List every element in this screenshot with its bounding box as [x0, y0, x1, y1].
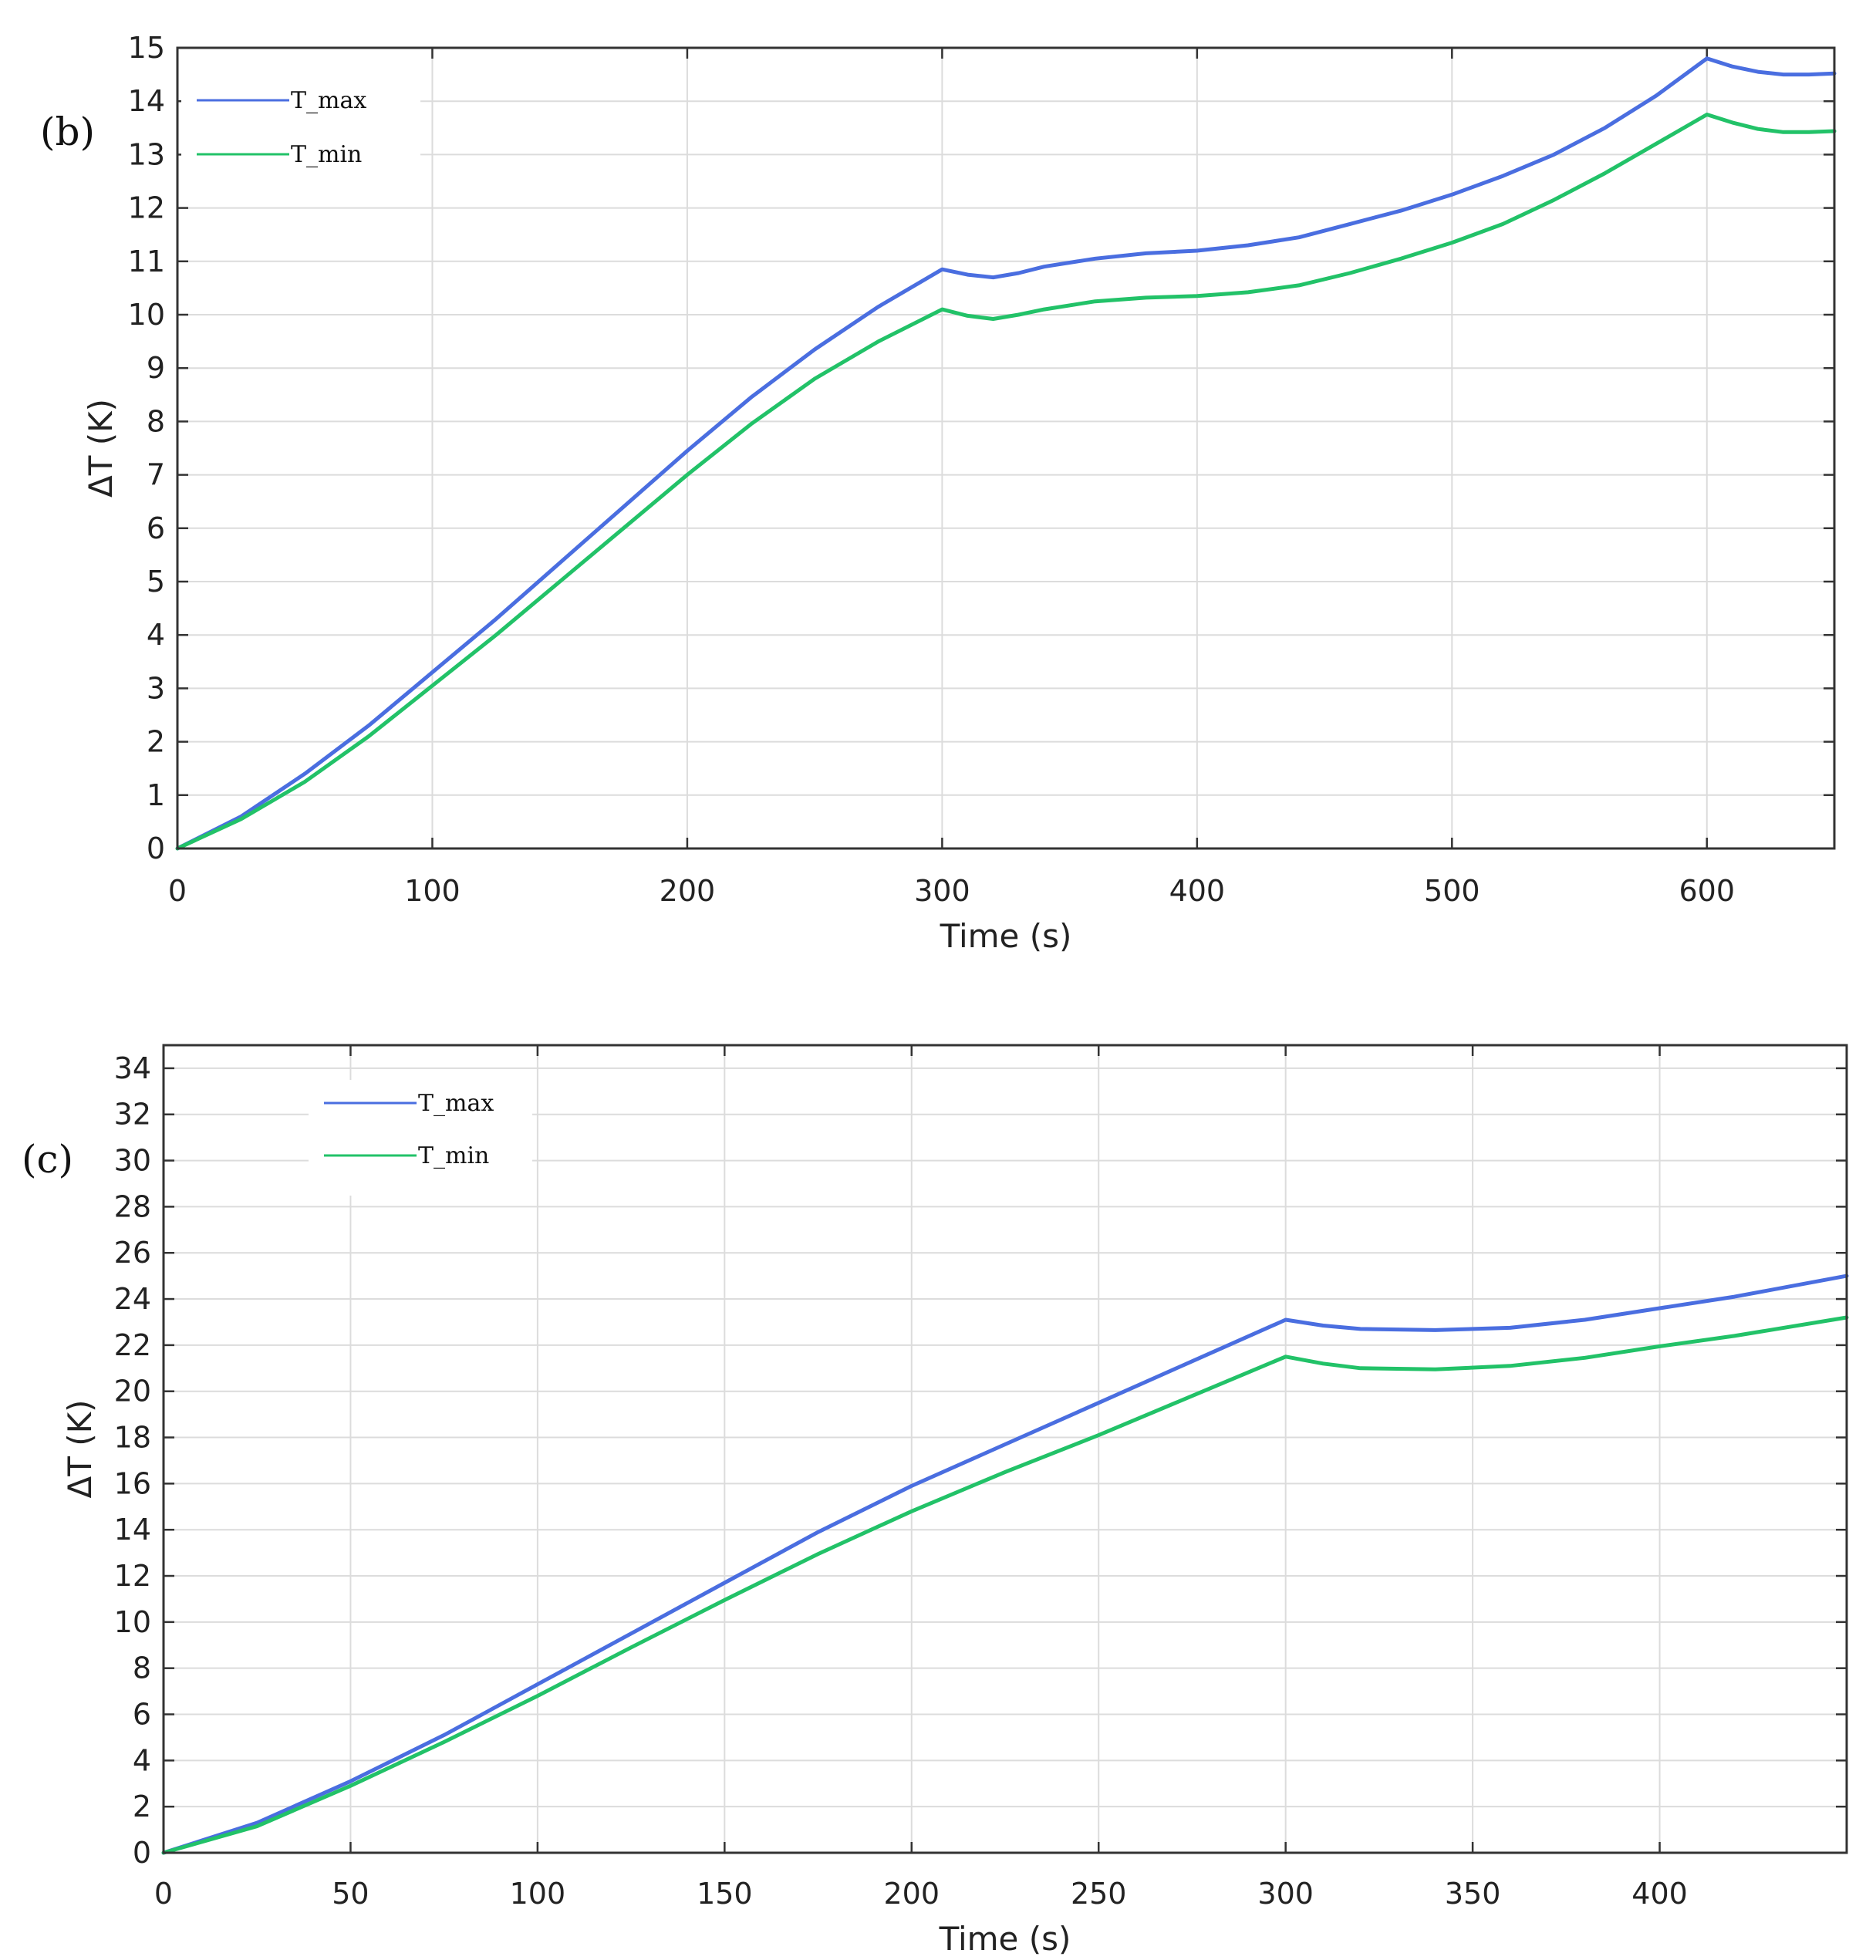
y-tick-label: 3 — [147, 671, 165, 705]
x-tick-label: 100 — [404, 874, 461, 908]
y-tick-label: 6 — [147, 511, 165, 545]
legend-label: T_max — [418, 1090, 494, 1117]
plot-area — [177, 48, 1834, 848]
y-tick-label: 20 — [114, 1375, 151, 1408]
y-tick-label: 18 — [114, 1421, 151, 1455]
x-tick-label: 350 — [1445, 1877, 1501, 1911]
y-tick-label: 0 — [133, 1836, 151, 1870]
x-axis-title: Time (s) — [939, 1920, 1071, 1958]
legend: T_max T_min — [309, 1080, 532, 1196]
y-tick-label: 34 — [114, 1051, 151, 1085]
series-line-t-min — [161, 1315, 1849, 1855]
series-line-t-min — [175, 113, 1837, 851]
y-tick-label: 7 — [147, 458, 165, 492]
y-tick-label: 24 — [114, 1282, 151, 1316]
y-tick-label: 14 — [128, 84, 165, 118]
y-tick-label: 32 — [114, 1098, 151, 1132]
x-tick-label: 200 — [660, 874, 716, 908]
y-tick-label: 4 — [133, 1743, 151, 1777]
x-tick-label: 150 — [697, 1877, 753, 1911]
series-line-t-max — [175, 56, 1837, 851]
panel-label: (b) — [40, 110, 95, 154]
y-tick-label: 9 — [147, 351, 165, 385]
x-tick-label: 250 — [1071, 1877, 1127, 1911]
y-tick-label: 11 — [128, 245, 165, 278]
y-tick-label: 15 — [128, 31, 165, 65]
legend-label: T_min — [418, 1142, 489, 1169]
plot-frame — [176, 46, 1836, 850]
legend-box — [309, 1080, 532, 1196]
chart-b: 0 100 200 300 400 500 600012345678910111213141… — [40, 31, 1837, 955]
y-tick-label: 8 — [133, 1651, 151, 1685]
x-tick-label: 0 — [154, 1877, 173, 1911]
y-tick-label: 30 — [114, 1144, 151, 1178]
y-tick-label: 28 — [114, 1189, 151, 1223]
y-tick-label: 13 — [128, 137, 165, 171]
plot-frame — [162, 1044, 1848, 1854]
x-tick-label: 500 — [1424, 874, 1480, 908]
y-axis-title: ΔT (K) — [82, 399, 120, 498]
legend-box — [181, 77, 420, 189]
y-tick-label: 2 — [133, 1790, 151, 1823]
y-tick-label: 0 — [147, 832, 165, 865]
y-tick-label: 5 — [147, 565, 165, 599]
y-tick-label: 6 — [133, 1698, 151, 1732]
y-tick-label: 10 — [128, 298, 165, 332]
y-tick-label: 4 — [147, 618, 165, 652]
x-tick-label: 0 — [168, 874, 187, 908]
x-tick-label: 50 — [332, 1877, 369, 1911]
y-tick-label: 12 — [128, 191, 165, 225]
tick-marks — [162, 1045, 1847, 1854]
x-tick-label: 600 — [1679, 874, 1736, 908]
x-tick-label: 400 — [1631, 1877, 1688, 1911]
y-tick-label: 14 — [114, 1513, 151, 1547]
y-tick-label: 12 — [114, 1559, 151, 1593]
x-tick-label: 200 — [884, 1877, 940, 1911]
legend-label: T_min — [291, 141, 362, 168]
x-axis-title: Time (s) — [940, 917, 1072, 955]
y-axis-title: ΔT (K) — [61, 1399, 99, 1498]
y-tick-label: 10 — [114, 1605, 151, 1639]
y-tick-label: 1 — [147, 778, 165, 812]
y-tick-label: 26 — [114, 1236, 151, 1270]
legend-label: T_max — [291, 87, 366, 114]
chart-c: 0 50 100 150 200 250 300 350 4000246810121416182… — [22, 1044, 1849, 1958]
series-line-t-max — [161, 1273, 1849, 1855]
legend: T_max T_min — [181, 77, 420, 189]
x-tick-label: 300 — [1257, 1877, 1314, 1911]
y-tick-label: 2 — [147, 725, 165, 759]
x-tick-label: 300 — [914, 874, 970, 908]
y-tick-label: 16 — [114, 1466, 151, 1500]
panel-label: (c) — [22, 1137, 73, 1182]
x-tick-label: 100 — [510, 1877, 566, 1911]
y-tick-label: 22 — [114, 1328, 151, 1362]
y-tick-label: 8 — [147, 404, 165, 438]
x-tick-label: 400 — [1169, 874, 1226, 908]
